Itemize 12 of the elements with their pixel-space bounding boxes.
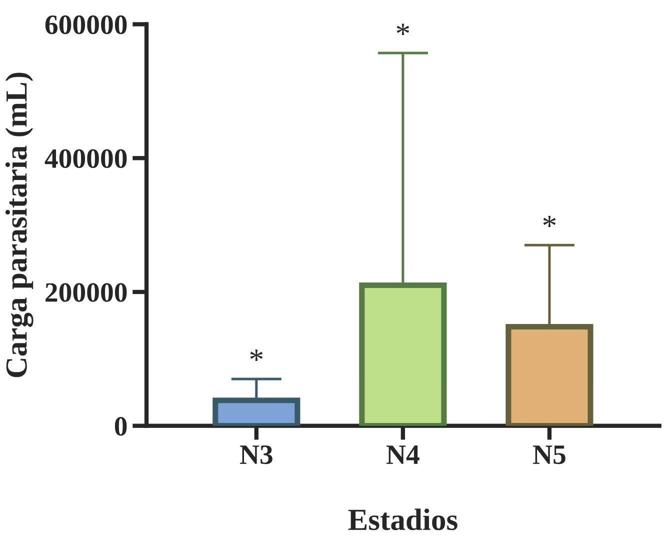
x-tick-label: N4: [386, 446, 420, 464]
x-axis-title: Estadios: [348, 508, 458, 530]
annotation: *: [543, 216, 556, 228]
annotation: *: [250, 350, 263, 361]
y-tick-label: 200000: [46, 283, 127, 302]
annotation: *: [396, 24, 410, 35]
y-axis-title: Carga parasitaria (mL): [5, 72, 34, 378]
y-tick-label: 0: [114, 416, 127, 436]
y-tick-label: 600000: [45, 15, 127, 34]
y-tick-label: 400000: [44, 149, 127, 168]
x-tick-label: N3: [240, 445, 272, 464]
x-tick-label: N5: [533, 446, 566, 464]
